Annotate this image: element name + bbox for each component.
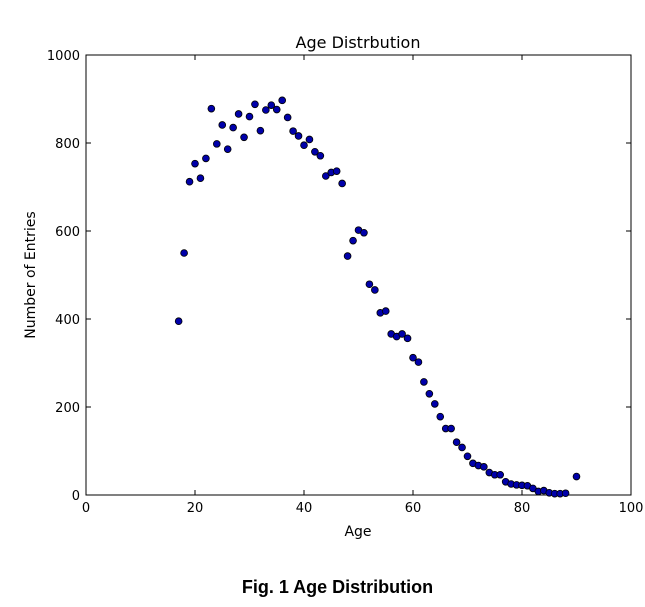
data-point (278, 96, 287, 105)
y-tick-label: 800 (55, 137, 80, 152)
x-tick-label: 100 (619, 501, 644, 516)
x-axis-label: Age (344, 524, 371, 540)
data-point (572, 472, 581, 481)
data-point (272, 105, 281, 114)
data-point (447, 424, 455, 433)
data-point (496, 470, 505, 479)
data-point (196, 174, 205, 183)
data-point (452, 438, 461, 447)
data-point (294, 132, 303, 140)
plot-area (85, 54, 632, 496)
data-point (403, 334, 412, 343)
data-point (180, 249, 188, 257)
y-tick-label: 200 (55, 401, 80, 416)
data-point (289, 127, 297, 135)
x-tick-label: 0 (82, 501, 90, 516)
data-points (174, 96, 581, 498)
data-point (283, 113, 292, 122)
data-point (338, 179, 346, 188)
data-point (223, 145, 232, 153)
data-point (305, 135, 314, 144)
data-point (561, 489, 570, 498)
data-point (321, 172, 330, 180)
data-point (430, 400, 439, 408)
data-point (191, 159, 199, 168)
data-point (311, 148, 319, 156)
data-point (267, 101, 276, 109)
x-tick-label: 60 (405, 501, 422, 516)
data-point (349, 236, 357, 245)
data-point (332, 167, 341, 175)
data-point (262, 106, 270, 114)
y-tick-label: 600 (55, 225, 80, 240)
data-point (409, 353, 417, 362)
data-point (365, 280, 374, 289)
data-point (174, 317, 183, 326)
data-point (218, 121, 227, 129)
x-tick-label: 80 (514, 501, 531, 516)
data-point (207, 104, 216, 113)
data-point (185, 177, 194, 186)
data-point (343, 252, 352, 260)
data-point (234, 110, 243, 118)
data-point (229, 123, 237, 132)
data-point (202, 154, 210, 163)
data-point (480, 463, 488, 471)
data-point (381, 307, 390, 315)
data-point (458, 443, 466, 452)
chart-title: Age Distrbution (296, 33, 421, 52)
y-axis-label: Number of Entries (23, 211, 39, 338)
data-point (463, 452, 472, 461)
y-tick-label: 400 (55, 313, 80, 328)
x-tick-label: 40 (296, 501, 313, 516)
data-point (360, 228, 368, 237)
data-point (398, 330, 406, 338)
data-point (213, 140, 221, 148)
data-point (436, 412, 445, 421)
y-tick-label: 0 (72, 489, 80, 504)
data-point (251, 100, 259, 109)
data-point (245, 112, 254, 121)
data-point (240, 133, 248, 142)
data-point (316, 151, 325, 160)
y-tick-label: 1000 (47, 49, 80, 64)
data-point (256, 126, 265, 135)
data-point (425, 389, 434, 398)
data-point (300, 141, 308, 150)
x-tick-label: 20 (187, 501, 204, 516)
figure-caption: Fig. 1 Age Distribution (241, 577, 434, 597)
data-point (371, 286, 379, 294)
data-point (414, 358, 423, 366)
data-point (420, 378, 428, 386)
